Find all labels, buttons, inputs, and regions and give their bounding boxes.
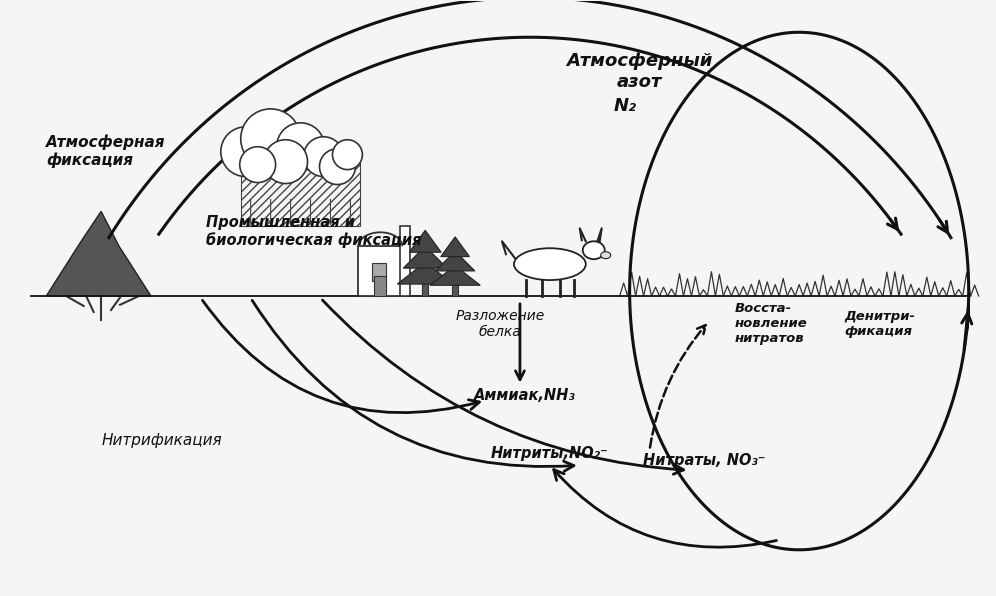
Circle shape (304, 136, 344, 176)
Circle shape (264, 139, 308, 184)
Circle shape (240, 147, 276, 182)
Text: Промышленная и
биологическая фиксация: Промышленная и биологическая фиксация (206, 215, 421, 248)
Bar (422, 281, 428, 296)
Polygon shape (46, 212, 151, 296)
Text: Нитраты, NO₃⁻: Нитраты, NO₃⁻ (643, 453, 766, 468)
Ellipse shape (514, 248, 586, 280)
Polygon shape (435, 252, 475, 271)
Bar (452, 283, 458, 296)
Bar (359, 246, 402, 296)
Text: Нитриты,NO₂⁻: Нитриты,NO₂⁻ (491, 446, 609, 461)
Ellipse shape (583, 241, 605, 259)
Bar (374, 276, 386, 296)
Polygon shape (430, 266, 480, 285)
Text: Атмосферная
фиксация: Атмосферная фиксация (46, 135, 165, 169)
Polygon shape (441, 237, 469, 257)
Text: Нитрификация: Нитрификация (102, 433, 222, 448)
Text: Аммиак,NH₃: Аммиак,NH₃ (474, 388, 576, 403)
Circle shape (221, 127, 271, 176)
Bar (400, 226, 410, 296)
Circle shape (320, 148, 356, 185)
Text: Разложение
белка: Разложение белка (455, 309, 545, 339)
Polygon shape (409, 230, 441, 252)
Polygon shape (397, 262, 453, 284)
Text: Восста-
новление
нитратов: Восста- новление нитратов (734, 302, 807, 345)
Ellipse shape (601, 252, 611, 259)
Text: Атмосферный
азот: Атмосферный азот (567, 52, 713, 91)
Text: N₂: N₂ (614, 97, 636, 115)
Circle shape (241, 109, 301, 169)
Circle shape (277, 123, 325, 170)
Polygon shape (403, 246, 447, 268)
Bar (241, 162, 361, 226)
Circle shape (333, 139, 363, 170)
Text: Денитри-
фикация: Денитри- фикация (844, 310, 915, 338)
Bar (373, 263, 386, 281)
